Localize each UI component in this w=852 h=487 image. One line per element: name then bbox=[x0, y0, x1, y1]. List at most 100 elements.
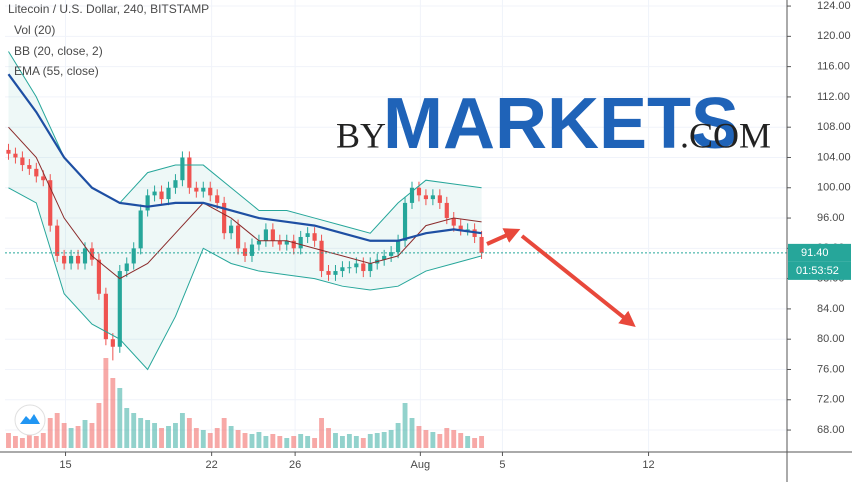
logo-icon bbox=[20, 414, 40, 424]
x-tick-label: 22 bbox=[206, 459, 218, 471]
candle-body bbox=[69, 255, 74, 264]
volume-bar bbox=[200, 430, 206, 448]
volume-bar bbox=[423, 430, 429, 448]
volume-bar bbox=[166, 426, 171, 448]
candle-body bbox=[354, 263, 359, 268]
candle-body bbox=[368, 263, 373, 272]
volume-bar bbox=[409, 418, 415, 448]
candle-body bbox=[242, 248, 248, 256]
volume-bar bbox=[242, 433, 248, 448]
countdown-box bbox=[788, 261, 851, 280]
volume-bar bbox=[458, 433, 464, 448]
candle-body bbox=[62, 255, 67, 264]
candle-body bbox=[333, 271, 338, 275]
candle-body bbox=[173, 180, 178, 188]
candle-body bbox=[298, 236, 303, 249]
volume-bar bbox=[402, 403, 408, 448]
candle-body bbox=[194, 187, 199, 192]
volume-bar bbox=[54, 413, 60, 448]
volume-bar bbox=[312, 438, 318, 448]
volume-bar bbox=[305, 436, 311, 448]
candle-body bbox=[131, 248, 136, 264]
candle-body bbox=[263, 229, 268, 241]
candle-body bbox=[124, 263, 129, 272]
candle-body bbox=[458, 225, 463, 230]
volume-bar bbox=[68, 428, 74, 448]
candle-body bbox=[249, 244, 255, 256]
candle-body bbox=[117, 271, 122, 347]
volume-bar bbox=[179, 413, 185, 448]
y-tick-label: 124.00 bbox=[817, 0, 851, 12]
volume-bar bbox=[26, 434, 32, 448]
volume-bar bbox=[444, 428, 450, 448]
candle-body bbox=[96, 259, 102, 294]
volume-bar bbox=[277, 436, 283, 448]
candle-body bbox=[75, 255, 81, 264]
candle-body bbox=[20, 157, 25, 166]
volume-bar bbox=[173, 423, 178, 448]
candle-body bbox=[34, 168, 39, 177]
volume-bar bbox=[228, 426, 234, 448]
plot-area bbox=[5, 0, 787, 452]
candle-body bbox=[229, 225, 234, 234]
candle-body bbox=[312, 233, 317, 241]
volume-bar bbox=[152, 423, 158, 448]
volume-bar bbox=[75, 426, 81, 448]
volume-bar bbox=[138, 418, 144, 448]
candle-body bbox=[451, 218, 456, 226]
volume-bar bbox=[249, 434, 255, 448]
volume-bar bbox=[437, 434, 443, 448]
x-tick-label: 12 bbox=[642, 459, 654, 471]
candle-body bbox=[145, 195, 150, 211]
candle-body bbox=[291, 240, 296, 249]
volume-bar bbox=[96, 403, 102, 448]
volume-bar bbox=[374, 433, 380, 448]
candle-body bbox=[55, 225, 60, 256]
bb-middle-line bbox=[8, 126, 482, 280]
volume-bar bbox=[298, 434, 304, 448]
volume-bar bbox=[367, 434, 373, 448]
volume-bar bbox=[221, 418, 227, 448]
candle-body bbox=[13, 153, 18, 158]
volume-bar bbox=[284, 438, 290, 448]
candle-body bbox=[389, 252, 394, 256]
candle-body bbox=[208, 187, 213, 196]
volume-bar bbox=[186, 418, 192, 448]
indicator-label: EMA (55, close) bbox=[14, 64, 99, 78]
volume-bar bbox=[214, 428, 220, 448]
candle-body bbox=[110, 339, 115, 347]
axes: 68.0072.0076.0080.0084.0088.0092.0096.00… bbox=[59, 0, 851, 471]
y-tick-label: 100.00 bbox=[817, 182, 851, 194]
candle-body bbox=[444, 202, 449, 219]
volume-bar bbox=[395, 423, 401, 448]
candle-body bbox=[423, 195, 429, 200]
candle-body bbox=[89, 248, 95, 260]
candle-body bbox=[465, 229, 470, 231]
bb-fill bbox=[8, 51, 482, 370]
candle-body bbox=[416, 187, 422, 196]
candle-body bbox=[347, 267, 352, 269]
indicator-label: Vol (20) bbox=[14, 23, 55, 37]
y-tick-label: 116.00 bbox=[817, 61, 850, 73]
volume-bar bbox=[47, 418, 53, 448]
volume-bar bbox=[40, 433, 46, 448]
candle-body bbox=[180, 157, 185, 181]
candle-body bbox=[319, 240, 324, 272]
candle-body bbox=[152, 191, 157, 196]
candle-body bbox=[326, 271, 331, 275]
volume-bar bbox=[326, 428, 331, 448]
candle-body bbox=[48, 180, 53, 226]
x-tick-label: 26 bbox=[289, 459, 301, 471]
ema-line bbox=[7, 73, 482, 242]
y-tick-label: 68.00 bbox=[817, 424, 845, 436]
candle-body bbox=[138, 210, 143, 249]
candle-body bbox=[222, 202, 227, 234]
candle-body bbox=[361, 263, 366, 272]
volume-bar bbox=[479, 436, 485, 448]
candle-body bbox=[201, 187, 206, 192]
volume-bar bbox=[6, 433, 11, 448]
volume-bar bbox=[465, 436, 471, 448]
y-tick-label: 84.00 bbox=[817, 303, 845, 315]
